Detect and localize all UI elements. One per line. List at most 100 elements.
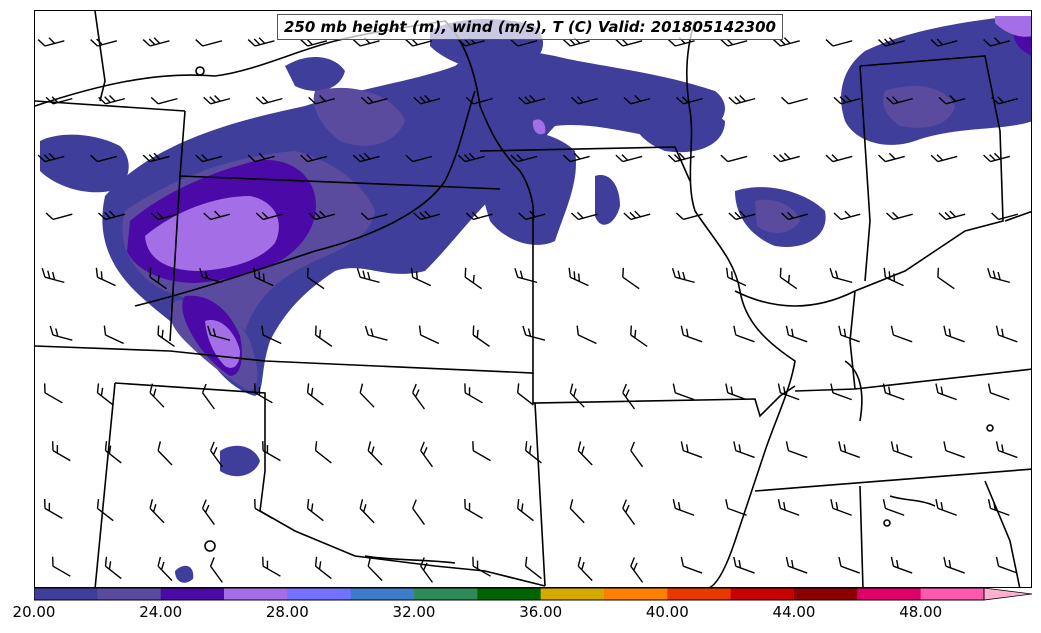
wind-barb (878, 152, 905, 163)
wind-barb (261, 325, 282, 345)
shade-region-north (285, 56, 345, 91)
wind-barb (935, 383, 957, 401)
wind-barb (733, 325, 755, 343)
wind-barb (367, 556, 383, 582)
colorbar-tick-label: 28.00 (265, 603, 309, 621)
shade-region-northeast (841, 16, 1031, 145)
wind-barb (510, 154, 538, 163)
wind-barb (569, 383, 585, 408)
wind-barb (472, 325, 490, 348)
wind-barb (472, 441, 491, 462)
wind-barb (672, 499, 695, 516)
shade4-region-iowa (532, 119, 546, 135)
wind-barb (300, 154, 328, 163)
wind-barb (420, 441, 434, 468)
wind-barb (630, 325, 648, 348)
wind-barb (150, 96, 178, 105)
wind-barb (777, 383, 800, 401)
wind-barb (833, 210, 861, 221)
wind-barb (308, 94, 336, 105)
wind-barb (883, 267, 904, 287)
state-line (532, 373, 796, 418)
wind-barb (420, 557, 434, 583)
wind-barb (150, 211, 178, 221)
wind-barb (991, 212, 1018, 221)
wind-barb (878, 37, 905, 47)
wind-barb (672, 383, 695, 401)
wind-barb (733, 556, 755, 574)
shade2-region-northeast (883, 86, 955, 128)
wind-barb (262, 556, 281, 577)
colorbar-tick-label: 48.00 (899, 603, 943, 621)
wind-barb (199, 267, 223, 284)
wind-barb (675, 212, 703, 221)
river-line (889, 495, 936, 507)
wind-barb (570, 211, 598, 221)
wind-barb (203, 210, 231, 221)
wind-barb (838, 441, 860, 459)
wind-barb (995, 441, 1018, 459)
wind-barb (890, 325, 913, 343)
wind-barb (882, 383, 905, 401)
wind-barb (306, 267, 325, 290)
colorbar-tick-label: 44.00 (772, 603, 816, 621)
river-line (364, 555, 456, 564)
wind-barb (576, 325, 597, 345)
wind-barb (525, 556, 542, 580)
wind-barb (886, 211, 913, 221)
wind-barb (522, 325, 546, 341)
wind-barb (37, 37, 65, 47)
wind-barb (203, 94, 231, 105)
colorbar-segment (604, 588, 668, 600)
colorbar-segment (414, 588, 478, 600)
colorbar-segment (730, 588, 795, 600)
wind-barb (838, 556, 860, 574)
wind-barb (937, 267, 955, 290)
wind-barb (570, 96, 598, 105)
wind-barb (352, 152, 380, 163)
state-line (1004, 210, 1031, 222)
wind-barb (43, 498, 63, 520)
wind-barb (943, 325, 965, 343)
wind-barb (983, 152, 1010, 163)
colorbar-segment (160, 588, 225, 600)
wind-barb (833, 94, 861, 105)
wind-barb (720, 154, 748, 163)
wind-barb (995, 325, 1018, 343)
wind-barb (622, 267, 640, 290)
wind-barb (464, 498, 483, 520)
wind-barb (360, 96, 388, 105)
wind-barb (525, 441, 542, 464)
wind-barb (209, 557, 223, 583)
wind-barb (514, 267, 538, 284)
map-title: 250 mb height (m), wind (m/s), T (C) Val… (277, 14, 783, 40)
lake-outline (204, 540, 216, 552)
wind-barb (725, 267, 747, 287)
lake-outline (883, 519, 891, 527)
state-line (859, 65, 871, 282)
wind-barb (680, 325, 703, 343)
shade-region-missouri (595, 175, 620, 225)
wind-barb (675, 96, 703, 105)
wind-barb (773, 152, 800, 163)
wind-barb (308, 210, 336, 221)
wind-barb (359, 499, 375, 524)
wind-barb (517, 383, 534, 406)
shade2-region-illinois (755, 199, 800, 233)
wind-barb (568, 267, 589, 287)
wind-barb (510, 39, 538, 47)
wind-barb (825, 39, 853, 47)
wind-barb (728, 94, 756, 105)
wind-barb (615, 154, 643, 163)
state-line (179, 110, 501, 190)
colorbar-extend-arrow (983, 588, 1033, 601)
wind-barb (209, 441, 223, 468)
terrain-line (134, 90, 476, 307)
state-line (794, 368, 1031, 392)
wind-barb (457, 152, 485, 163)
wind-barb (207, 325, 231, 341)
wind-barb (90, 38, 117, 47)
wind-barb (890, 441, 913, 459)
wind-barb (45, 212, 73, 221)
wind-barb (254, 498, 273, 520)
